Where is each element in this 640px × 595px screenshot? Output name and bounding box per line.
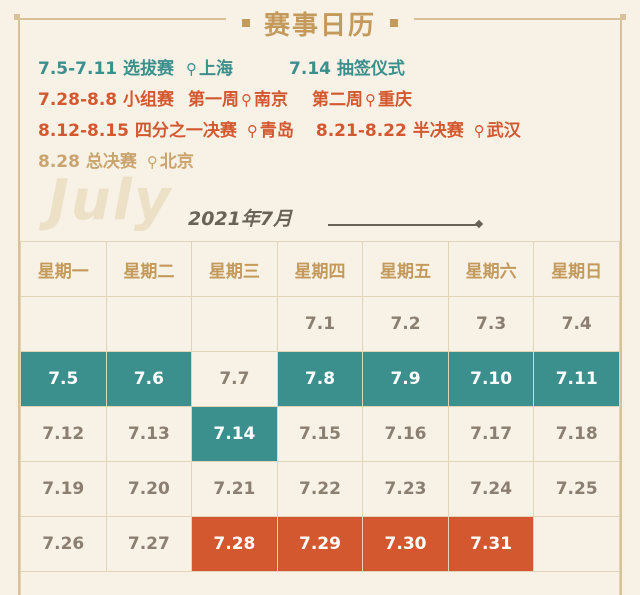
schedule-entry: 第一周 [188, 90, 240, 110]
calendar-day-cell: 7.24 [447, 461, 535, 517]
schedule-row: 7.5-7.11 选拔赛 ⚲ 上海 7.14 抽签仪式 [38, 56, 521, 87]
weekday-header: 星期二 [105, 241, 193, 297]
calendar-day-cell: 7.14 [191, 406, 278, 462]
schedule-entry: 8.28 总决赛 [38, 152, 137, 172]
frame-corner-decoration [14, 14, 20, 20]
calendar-empty-cell [533, 516, 620, 572]
calendar-week-row: 7.5 7.6 7.7 7.8 7.9 7.10 7.11 [20, 351, 620, 407]
location-pin-icon: ⚲ [241, 91, 253, 109]
calendar-week-row: 7.12 7.13 7.14 7.15 7.16 7.17 7.18 [20, 406, 620, 462]
location-pin-icon: ⚲ [365, 91, 377, 109]
calendar-day-cell: 7.21 [191, 461, 278, 517]
weekday-header: 星期四 [276, 241, 364, 297]
schedule-entry: 8.12-8.15 四分之一决赛 [38, 121, 237, 141]
schedule-location: 南京 [254, 90, 289, 110]
calendar-day-cell: 7.11 [533, 351, 620, 407]
location-pin-icon: ⚲ [186, 60, 198, 78]
calendar-day-cell: 7.4 [533, 296, 620, 352]
calendar-day-cell: 7.5 [20, 351, 107, 407]
weekday-header-row: 星期一 星期二 星期三 星期四 星期五 星期六 星期日 [20, 241, 620, 297]
weekday-header: 星期五 [362, 241, 449, 297]
frame-corner-decoration [620, 14, 626, 20]
weekday-header: 星期一 [20, 241, 107, 297]
calendar-day-cell: 7.25 [533, 461, 620, 517]
schedule-row: 8.28 总决赛 ⚲ 北京 [38, 149, 521, 180]
schedule-entry: 7.5-7.11 选拔赛 [38, 59, 175, 79]
calendar-day-cell: 7.12 [20, 406, 107, 462]
calendar-day-cell: 7.17 [447, 406, 535, 462]
month-watermark: July [48, 168, 173, 233]
title-square-icon [390, 19, 398, 27]
calendar-day-cell: 7.26 [20, 516, 107, 572]
weekday-header: 星期三 [191, 241, 278, 297]
schedule-location: 重庆 [378, 90, 413, 110]
calendar-day-cell: 7.9 [362, 351, 449, 407]
schedule-location: 武汉 [486, 121, 521, 141]
calendar-table: 星期一 星期二 星期三 星期四 星期五 星期六 星期日 7.1 7.2 7.3 7.4… [20, 241, 620, 572]
location-pin-icon: ⚲ [473, 122, 485, 140]
calendar-day-cell: 7.13 [105, 406, 193, 462]
calendar-day-cell: 7.6 [105, 351, 193, 407]
location-pin-icon: ⚲ [246, 122, 258, 140]
calendar-day-cell: 7.23 [362, 461, 449, 517]
calendar-day-cell: 7.18 [533, 406, 620, 462]
title-square-icon [241, 19, 250, 27]
page-title: 赛事日历 [225, 4, 414, 42]
location-pin-icon: ⚲ [146, 153, 158, 171]
schedule-entry: 第二周 [312, 90, 364, 110]
calendar-day-cell: 7.30 [362, 516, 449, 572]
calendar-day-cell: 7.16 [362, 406, 449, 462]
title-bar: 赛事日历 [0, 4, 640, 42]
calendar-day-cell: 7.1 [276, 296, 364, 352]
calendar-week-row: 7.19 7.20 7.21 7.22 7.23 7.24 7.25 [20, 461, 620, 517]
calendar-week-row: 7.26 7.27 7.28 7.29 7.30 7.31 [20, 516, 620, 572]
schedule-location: 北京 [159, 152, 194, 172]
calendar-empty-cell [105, 296, 193, 352]
month-title-underline [328, 224, 478, 226]
calendar-day-cell: 7.8 [276, 351, 364, 407]
calendar-day-cell: 7.29 [276, 516, 364, 572]
calendar-day-cell: 7.3 [447, 296, 535, 352]
calendar-week-row: 7.1 7.2 7.3 7.4 [20, 296, 620, 352]
calendar-day-cell: 7.7 [191, 351, 278, 407]
month-title: 2021年7月 [188, 208, 293, 230]
schedule-row: 8.12-8.15 四分之一决赛 ⚲ 青岛 8.21-8.22 半决赛 ⚲ 武汉 [38, 118, 521, 149]
schedule-location: 上海 [199, 59, 234, 79]
calendar-day-cell: 7.2 [362, 296, 449, 352]
calendar-day-cell: 7.15 [276, 406, 364, 462]
calendar-empty-cell [20, 296, 107, 352]
calendar-day-cell: 7.19 [20, 461, 107, 517]
schedule-summary: 7.5-7.11 选拔赛 ⚲ 上海 7.14 抽签仪式 7.28-8.8 小组赛… [38, 56, 521, 180]
schedule-row: 7.28-8.8 小组赛 第一周 ⚲ 南京 第二周 ⚲ 重庆 [38, 87, 521, 118]
calendar-day-cell: 7.22 [276, 461, 364, 517]
schedule-entry: 8.21-8.22 半决赛 [315, 121, 464, 141]
calendar-empty-cell [191, 296, 278, 352]
calendar-day-cell: 7.27 [105, 516, 193, 572]
weekday-header: 星期六 [447, 241, 535, 297]
weekday-header: 星期日 [533, 241, 620, 297]
calendar-day-cell: 7.20 [105, 461, 193, 517]
schedule-entry: 7.14 抽签仪式 [289, 59, 405, 79]
calendar-day-cell: 7.10 [447, 351, 535, 407]
schedule-location: 青岛 [259, 121, 294, 141]
calendar-day-cell: 7.28 [191, 516, 278, 572]
calendar-bottom-edge [20, 571, 620, 595]
page-title-text: 赛事日历 [263, 10, 376, 41]
schedule-entry: 7.28-8.8 小组赛 [38, 90, 175, 110]
calendar-day-cell: 7.31 [447, 516, 535, 572]
